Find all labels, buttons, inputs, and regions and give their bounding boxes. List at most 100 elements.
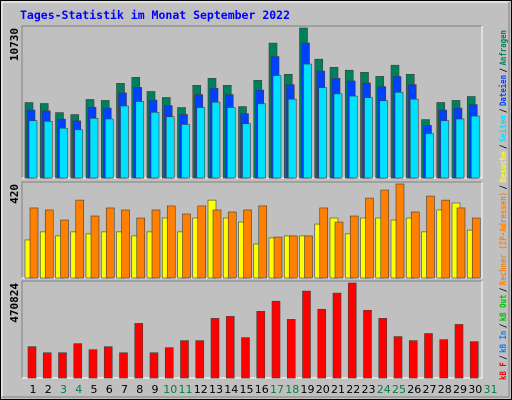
x-tick-label: 19 (301, 383, 315, 396)
bar (195, 340, 205, 379)
bar (135, 101, 145, 179)
bar (136, 217, 146, 279)
bar (164, 347, 174, 379)
bar (364, 97, 373, 179)
bar (73, 343, 83, 379)
bar (348, 95, 358, 179)
legend-entry: kB Out (499, 295, 509, 322)
x-tick-label: 26 (407, 383, 421, 396)
bar (89, 118, 99, 179)
bar (119, 352, 128, 379)
x-tick-label: 27 (423, 383, 437, 396)
bar (212, 209, 222, 279)
bar (44, 209, 54, 279)
bar (243, 209, 252, 279)
x-tick-label: 28 (438, 383, 452, 396)
x-tick-label: 7 (121, 383, 128, 396)
y-tick-label: 470824 (8, 283, 21, 323)
bar (287, 98, 297, 179)
bar (439, 339, 449, 379)
y-tick-label: 420 (8, 184, 21, 204)
x-tick-label: 1 (30, 383, 37, 396)
bar (332, 292, 342, 379)
bar (88, 349, 98, 379)
bar (60, 219, 69, 279)
bar (196, 107, 206, 179)
bar (440, 120, 450, 179)
bar (393, 336, 403, 379)
x-tick-label: 2 (45, 383, 52, 396)
x-tick-label: 11 (179, 383, 193, 396)
bar (182, 213, 191, 279)
x-tick-label: 29 (453, 383, 467, 396)
bar (180, 340, 189, 379)
x-tick-label: 17 (270, 383, 284, 396)
legend-separator: / (499, 108, 509, 112)
bar (150, 111, 160, 179)
bar (166, 205, 176, 279)
bar (317, 308, 327, 379)
bar (42, 352, 52, 379)
bar (455, 118, 465, 179)
legend-entry: Seiten (498, 115, 509, 142)
bar (425, 133, 434, 179)
legend-separator: / (499, 185, 509, 189)
bar (105, 207, 115, 279)
bevel (21, 280, 482, 378)
bar (408, 340, 418, 379)
bar (319, 207, 329, 279)
bar (58, 352, 67, 379)
bar (334, 221, 344, 279)
bar (165, 116, 175, 179)
bar (410, 211, 420, 279)
x-tick-label: 20 (316, 383, 330, 396)
bar (303, 63, 312, 179)
legend-separator: / (499, 355, 509, 359)
bevel (22, 26, 483, 179)
x-tick-label: 8 (136, 383, 143, 396)
bar (272, 75, 282, 179)
bar (424, 333, 433, 379)
x-tick-label: 4 (75, 383, 82, 396)
bar (258, 205, 268, 279)
x-tick-label: 14 (224, 383, 238, 396)
bar (90, 215, 100, 279)
bar (456, 207, 466, 279)
bar (256, 310, 266, 379)
plot-area (22, 26, 482, 178)
bar (395, 183, 405, 279)
bar (59, 127, 68, 179)
bar (304, 235, 313, 279)
bar (149, 352, 159, 379)
bar (302, 290, 311, 379)
bar (470, 115, 480, 179)
bar (365, 197, 374, 279)
x-tick-label: 21 (331, 383, 345, 396)
legend-separator: / (499, 288, 509, 292)
bar (379, 100, 389, 179)
bar (225, 316, 235, 379)
bar (242, 123, 251, 179)
legend-entry: kB F (499, 362, 509, 380)
legend: kB F / kB In / kB Out / Rechner (IP-Adressen) /… (498, 30, 509, 380)
legend-entry: kB In (499, 331, 509, 353)
bar (441, 199, 451, 279)
bar (151, 209, 161, 279)
bar (349, 215, 359, 279)
x-tick-label: 30 (468, 383, 482, 396)
x-tick-label: 22 (346, 383, 360, 396)
x-tick-label: 16 (255, 383, 269, 396)
bar (29, 207, 39, 279)
x-tick-label: 12 (194, 383, 208, 396)
bar (121, 209, 130, 279)
bar (227, 211, 237, 279)
bar (104, 118, 114, 179)
bar (394, 92, 404, 179)
bevel (21, 181, 482, 278)
x-tick-label: 3 (60, 383, 67, 396)
plot-area (22, 281, 482, 378)
bar (333, 93, 343, 179)
legend-separator: / (499, 145, 509, 149)
